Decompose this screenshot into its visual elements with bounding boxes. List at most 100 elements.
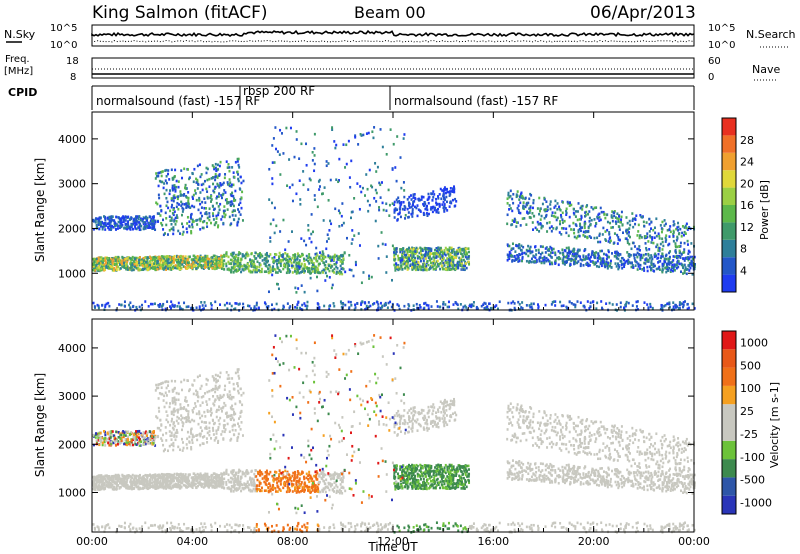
power-cell	[534, 260, 537, 263]
power-cell	[646, 303, 649, 306]
power-cell	[156, 255, 159, 259]
power-cell	[263, 262, 266, 265]
power-cell	[506, 197, 509, 200]
power-cell	[118, 226, 121, 230]
power-cell	[316, 271, 319, 274]
freq-tick-high: 18	[66, 56, 79, 67]
power-cell	[172, 257, 175, 260]
power-cell	[539, 245, 542, 248]
power-cell	[456, 261, 459, 265]
power-cell	[226, 183, 229, 186]
power-cell	[137, 266, 140, 270]
velocity-cell	[187, 482, 190, 486]
power-cell	[339, 300, 342, 303]
power-cell	[630, 261, 633, 265]
power-cell	[549, 254, 552, 257]
power-cell	[172, 226, 175, 229]
power-cell	[583, 226, 586, 230]
power-cell	[472, 301, 475, 304]
power-cell	[120, 223, 123, 227]
power-cell	[467, 250, 470, 254]
power-cell	[610, 265, 613, 269]
power-cell	[543, 255, 546, 259]
power-cell	[335, 261, 338, 264]
power-cell	[517, 256, 520, 260]
power-cell	[239, 188, 242, 191]
power-cell	[194, 258, 197, 262]
power-cell	[520, 196, 523, 199]
power-cell	[588, 257, 591, 260]
power-cell	[166, 259, 169, 262]
power-cell	[450, 249, 453, 252]
power-cell	[232, 171, 235, 174]
power-cell	[330, 222, 333, 226]
power-cell	[611, 210, 614, 213]
power-cell	[115, 262, 118, 266]
power-cell	[512, 247, 515, 250]
power-cell	[288, 268, 291, 271]
power-cell	[321, 269, 324, 273]
power-cell	[395, 247, 398, 250]
power-cell	[360, 190, 363, 194]
power-cell	[228, 178, 231, 181]
power-cell	[620, 210, 623, 214]
power-cell	[603, 262, 606, 266]
power-cell	[161, 218, 164, 222]
power-cell	[158, 255, 161, 259]
power-cell	[135, 218, 138, 221]
power-cell	[577, 230, 580, 234]
power-cell	[440, 264, 443, 268]
power-cell	[131, 255, 134, 259]
power-cell	[171, 203, 174, 207]
power-cell	[410, 212, 413, 216]
power-cell	[585, 210, 588, 214]
power-cell	[185, 206, 188, 209]
power-cell	[198, 256, 201, 260]
power-cell	[151, 219, 154, 223]
power-cell	[401, 268, 404, 271]
power-cell	[563, 219, 566, 223]
colorbar-cell	[722, 170, 736, 188]
power-cell	[160, 255, 163, 258]
power-cell	[341, 260, 344, 264]
power-cell	[213, 187, 216, 190]
power-cell	[582, 233, 585, 237]
power-cell	[410, 258, 413, 262]
colorbar-cell	[722, 187, 736, 205]
power-cell	[144, 226, 147, 230]
power-cell	[96, 303, 99, 307]
power-cell	[672, 268, 675, 271]
power-cell	[661, 262, 664, 266]
velocity-cell	[216, 484, 219, 488]
power-cell	[160, 263, 163, 267]
power-cell	[341, 224, 344, 227]
power-cell	[589, 301, 592, 305]
power-cell	[119, 222, 122, 225]
power-cell	[223, 176, 226, 180]
power-cell	[672, 301, 675, 304]
power-cell	[548, 247, 551, 251]
power-cell	[667, 243, 670, 247]
power-cell	[543, 216, 546, 220]
power-cell	[516, 254, 519, 257]
power-cell	[528, 247, 531, 251]
power-cell	[618, 228, 621, 231]
power-cell	[418, 251, 421, 255]
power-cell	[578, 218, 581, 221]
power-cell	[462, 255, 465, 258]
power-cell	[661, 240, 664, 244]
power-cell	[166, 233, 169, 236]
power-cell	[104, 305, 107, 309]
power-cell	[97, 304, 100, 308]
power-cell	[395, 179, 398, 183]
power-cell	[219, 303, 222, 306]
power-cell	[406, 263, 409, 266]
power-cell	[172, 207, 175, 210]
power-cell	[676, 226, 679, 229]
power-cell	[576, 300, 579, 303]
power-cell	[188, 220, 191, 224]
power-cell	[286, 267, 289, 270]
power-cell	[674, 303, 677, 307]
power-cell	[279, 254, 282, 257]
power-cell	[179, 254, 182, 258]
